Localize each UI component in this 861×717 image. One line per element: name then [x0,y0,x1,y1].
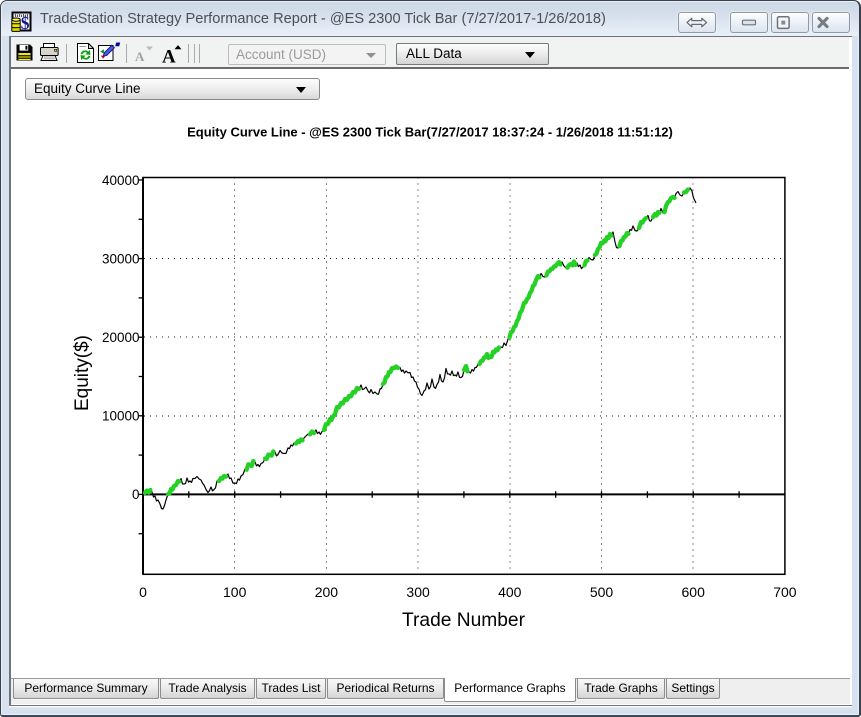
svg-text:400: 400 [498,584,522,600]
svg-text:$: $ [21,13,30,33]
svg-text:Trade Number: Trade Number [402,610,526,631]
svg-text:Equity($): Equity($) [72,335,93,411]
svg-text:100: 100 [223,584,247,600]
svg-text:10000: 10000 [102,409,140,424]
svg-text:0: 0 [139,584,147,600]
svg-text:20000: 20000 [102,330,140,345]
svg-text:300: 300 [406,584,430,600]
svg-text:30000: 30000 [102,251,140,266]
svg-text:40000: 40000 [102,173,140,188]
svg-text:700: 700 [773,584,797,600]
svg-text:A: A [162,47,176,66]
svg-text:200: 200 [315,584,339,600]
svg-text:Equity Curve Line - @ES 2300 T: Equity Curve Line - @ES 2300 Tick Bar(7/… [187,125,673,140]
svg-text:A: A [135,49,145,64]
svg-text:500: 500 [590,584,614,600]
svg-text:0: 0 [132,487,140,502]
svg-text:600: 600 [682,584,706,600]
